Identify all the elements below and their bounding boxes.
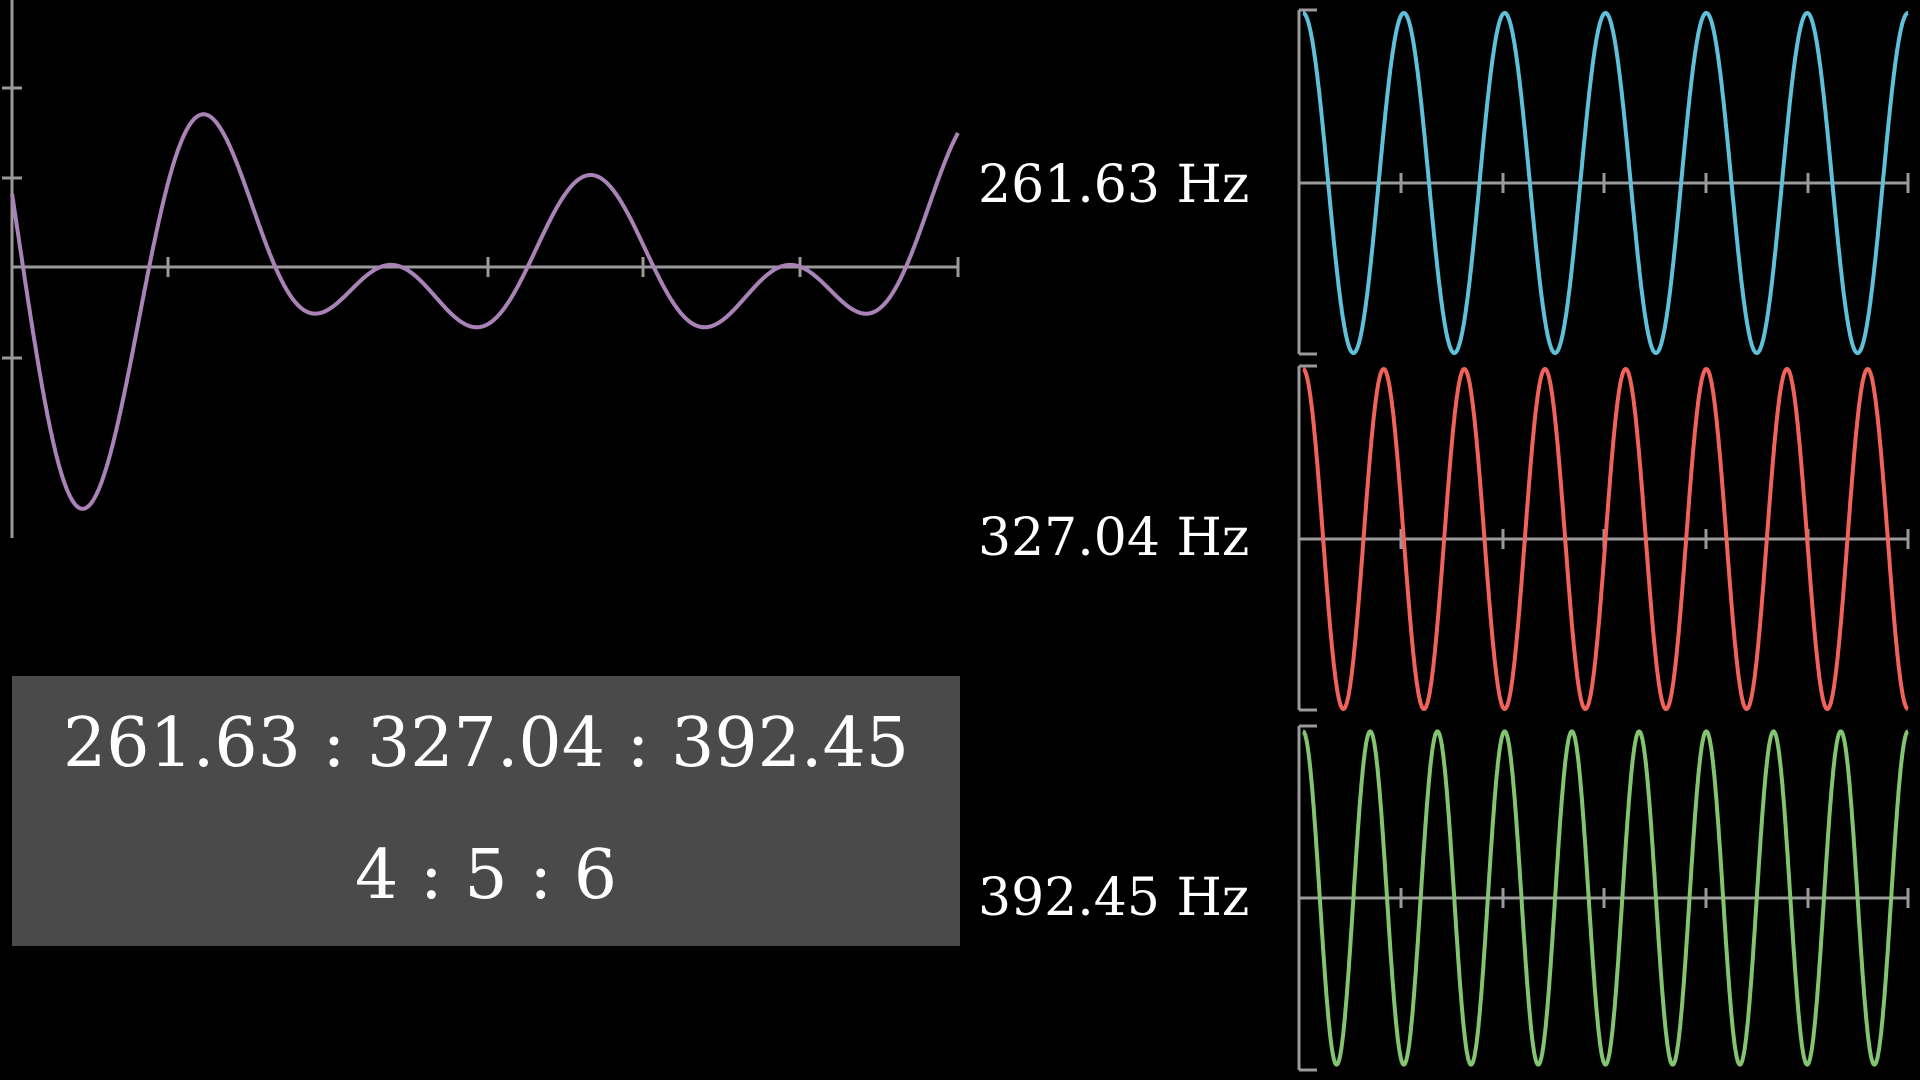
c-wave-line xyxy=(1301,11,1910,355)
frequency-label-e: 327.04 Hz xyxy=(978,508,1250,568)
g-wave-line xyxy=(1301,729,1910,1067)
e-wave-line xyxy=(1301,367,1910,711)
frequency-ratio: 261.63 : 327.04 : 392.45 xyxy=(62,704,910,783)
integer-ratio: 4 : 5 : 6 xyxy=(354,836,618,915)
combined-waveform-line xyxy=(10,112,960,511)
frequency-label-g: 392.45 Hz xyxy=(978,868,1250,928)
ratio-box: 261.63 : 327.04 : 392.45 4 : 5 : 6 xyxy=(12,676,960,946)
frequency-label-c: 261.63 Hz xyxy=(978,155,1250,215)
